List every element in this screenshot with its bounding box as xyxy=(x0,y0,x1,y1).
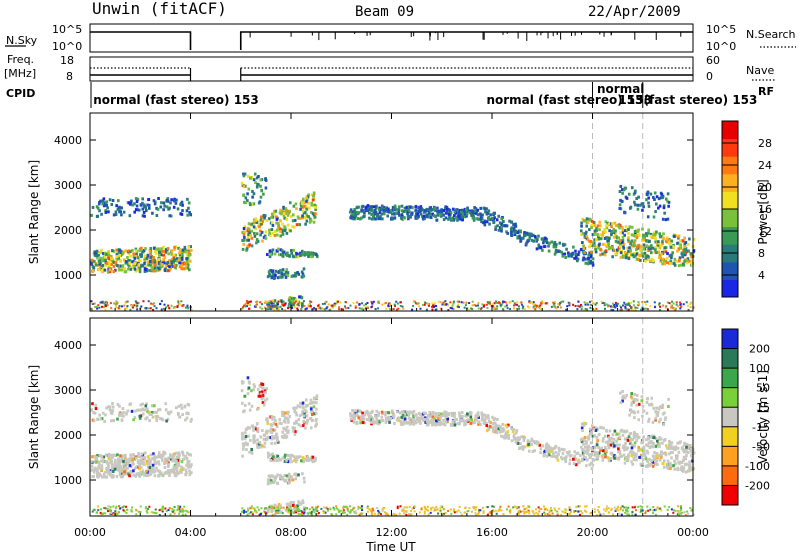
station-title: Unwin (fitACF) xyxy=(92,0,227,18)
power-colorbar-tick: 8 xyxy=(758,247,765,260)
velocity-colorbar-tick: 50 xyxy=(756,382,770,395)
velocity-colorbar-tick: 200 xyxy=(749,343,770,356)
cpid-segment-3: 153 xyxy=(618,93,643,107)
cpid-bar: normal (fast stereo) 153 normal (fast ste… xyxy=(90,82,757,108)
velocity-colorbar-tick: -15 xyxy=(752,421,770,434)
y-tick-label: 2000 xyxy=(54,429,82,442)
nave-top-label: 60 xyxy=(706,54,720,67)
nsky-label: N.Sky xyxy=(6,34,38,47)
time-x-axis: 00:00 04:00 08:00 12:00 16:00 20:00 00:00 xyxy=(74,113,709,539)
x-tick-label: 04:00 xyxy=(175,526,207,539)
nsky-trace xyxy=(90,31,693,50)
y-tick-label: 3000 xyxy=(54,179,82,192)
velocity-y-axis: 1000 2000 3000 4000 xyxy=(54,339,693,487)
nsearch-bottom-label: 10^0 xyxy=(706,40,736,53)
power-colorbar-tick: 28 xyxy=(758,137,772,150)
rf-label: RF xyxy=(758,85,774,98)
nsky-top-label: 10^5 xyxy=(52,23,82,36)
nave-bottom-label: 0 xyxy=(706,70,713,83)
y-tick-label: 3000 xyxy=(54,384,82,397)
velocity-panel: 1000 2000 3000 4000 Slant Range [km] xyxy=(27,317,696,517)
x-tick-label: 12:00 xyxy=(376,526,408,539)
cpid-segment-4: (fast stereo) 153 xyxy=(643,93,757,107)
nsky-bottom-label: 10^0 xyxy=(52,40,82,53)
power-colorbar-label: Power [dB] xyxy=(756,179,770,244)
freq-label-line2: [MHz] xyxy=(4,67,36,80)
freq-label-line1: Freq. xyxy=(7,53,34,66)
power-colorbar-tick: 20 xyxy=(758,181,772,194)
freq-trace xyxy=(90,67,693,81)
nsearch-label: N.Search xyxy=(746,28,796,41)
velocity-colorbar-tick: -50 xyxy=(752,440,770,453)
power-heatmap-cells xyxy=(90,113,696,312)
velocity-colorbar: 200 100 50 15 -15 -50 -100 -200 xyxy=(721,328,770,506)
velocity-colorbar-tick: 15 xyxy=(756,401,770,414)
y-tick-label: 2000 xyxy=(54,224,82,237)
cpid-label: CPID xyxy=(6,87,35,100)
power-colorbar-tick: 4 xyxy=(758,269,765,282)
y-tick-label: 1000 xyxy=(54,474,82,487)
velocity-colorbar-tick: 100 xyxy=(749,362,770,375)
power-ylabel: Slant Range [km] xyxy=(27,160,41,264)
nsky-panel-frame xyxy=(89,23,694,53)
power-y-axis: 1000 2000 3000 4000 xyxy=(54,134,693,282)
x-tick-label: 16:00 xyxy=(476,526,508,539)
power-colorbar: 4 8 12 16 20 24 28 xyxy=(721,120,772,298)
y-tick-label: 1000 xyxy=(54,269,82,282)
freq-panel-frame xyxy=(89,56,694,82)
freq-top-label: 18 xyxy=(60,54,74,67)
velocity-colorbar-tick: -100 xyxy=(745,460,770,473)
nsearch-top-label: 10^5 xyxy=(706,23,736,36)
power-colorbar-tick: 12 xyxy=(758,225,772,238)
power-panel: 1000 2000 3000 4000 Slant Range [km] xyxy=(27,112,696,312)
power-colorbar-tick: 16 xyxy=(758,203,772,216)
x-axis-label: Time UT xyxy=(365,540,416,554)
y-tick-label: 4000 xyxy=(54,339,82,352)
cpid-segment-1: normal (fast stereo) 153 xyxy=(486,93,652,107)
nave-label: Nave xyxy=(746,64,774,77)
x-tick-label: 00:00 xyxy=(74,526,106,539)
freq-bottom-label: 8 xyxy=(66,70,73,83)
x-tick-label: 00:00 xyxy=(677,526,709,539)
beam-title: Beam 09 xyxy=(355,4,414,20)
x-tick-label: 08:00 xyxy=(275,526,307,539)
date-title: 22/Apr/2009 xyxy=(588,4,681,20)
x-tick-label: 20:00 xyxy=(577,526,609,539)
power-colorbar-tick: 24 xyxy=(758,159,772,172)
velocity-colorbar-label: Velocity [m s-1] xyxy=(756,370,770,464)
velocity-ylabel: Slant Range [km] xyxy=(27,365,41,469)
cpid-segment-2: normal xyxy=(597,82,644,96)
velocity-colorbar-tick: -200 xyxy=(745,479,770,492)
y-tick-label: 4000 xyxy=(54,134,82,147)
cpid-segment-0: normal (fast stereo) 153 xyxy=(93,93,259,107)
